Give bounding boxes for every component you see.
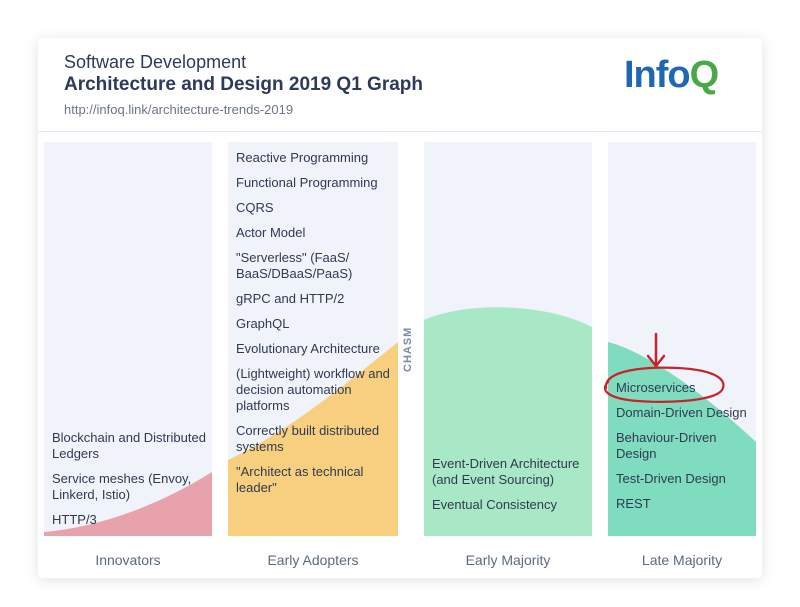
list-item: Reactive Programming bbox=[236, 150, 369, 165]
source-link[interactable]: http://infoq.link/architecture-trends-20… bbox=[64, 102, 294, 117]
list-item: "Serverless" (FaaS/ BaaS/DBaaS/PaaS) bbox=[236, 250, 353, 281]
list-item: Eventual Consistency bbox=[432, 497, 558, 512]
column-label-early-majority: Early Majority bbox=[465, 552, 551, 568]
chasm-label: CHASM bbox=[402, 326, 414, 372]
column-early-majority: Event-Driven Architecture (and Event Sou… bbox=[424, 142, 592, 536]
list-item: Correctly built distributed systems bbox=[236, 423, 380, 454]
annotation-circle-arrow bbox=[603, 332, 725, 403]
column-label-early-adopters: Early Adopters bbox=[267, 552, 359, 568]
graph-card: Software Development Architecture and De… bbox=[38, 38, 762, 578]
early-majority-items: Event-Driven Architecture (and Event Sou… bbox=[432, 456, 588, 522]
late-majority-items: Microservices Domain-Driven Design Behav… bbox=[616, 380, 752, 521]
column-label-late-majority: Late Majority bbox=[641, 552, 723, 568]
list-item: Evolutionary Architecture bbox=[236, 341, 380, 356]
logo-text-info: Info bbox=[624, 54, 691, 96]
subtitle: Software Development bbox=[64, 52, 247, 72]
innovators-items: Blockchain and Distributed Ledgers Servi… bbox=[52, 430, 208, 536]
list-item: Functional Programming bbox=[236, 175, 378, 190]
list-item: GraphQL bbox=[236, 316, 290, 331]
innovators-curve bbox=[44, 472, 212, 536]
list-item: Actor Model bbox=[236, 225, 306, 240]
list-item: Microservices bbox=[616, 380, 696, 395]
list-item: CQRS bbox=[236, 200, 274, 215]
list-item: HTTP/3 bbox=[52, 512, 97, 527]
graph-title: Architecture and Design 2019 Q1 Graph bbox=[64, 74, 424, 95]
early-adopters-curve bbox=[228, 342, 398, 536]
infoq-logo: InfoQ bbox=[624, 54, 720, 97]
column-innovators: Blockchain and Distributed Ledgers Servi… bbox=[44, 142, 212, 536]
list-item: REST bbox=[616, 496, 651, 511]
list-item: Domain-Driven Design bbox=[616, 405, 747, 420]
column-early-adopters: Reactive Programming Functional Programm… bbox=[228, 142, 398, 536]
column-late-majority: Microservices Domain-Driven Design Behav… bbox=[608, 142, 756, 536]
header: Software Development Architecture and De… bbox=[38, 38, 762, 132]
list-item: (Lightweight) workflow and decision auto… bbox=[236, 366, 390, 413]
list-item: Service meshes (Envoy, Linkerd, Istio) bbox=[52, 471, 192, 502]
early-adopters-items: Reactive Programming Functional Programm… bbox=[236, 150, 394, 505]
column-label-innovators: Innovators bbox=[95, 552, 161, 568]
list-item: "Architect as technical leader" bbox=[236, 464, 364, 495]
list-item: Event-Driven Architecture (and Event Sou… bbox=[432, 456, 580, 487]
list-item: gRPC and HTTP/2 bbox=[236, 291, 345, 306]
list-item: Test-Driven Design bbox=[616, 471, 726, 486]
list-item: Behaviour-Driven Design bbox=[616, 430, 717, 461]
early-majority-curve bbox=[424, 307, 592, 536]
list-item: Blockchain and Distributed Ledgers bbox=[52, 430, 206, 461]
late-majority-curve bbox=[608, 342, 756, 536]
logo-text-q: Q bbox=[689, 54, 720, 96]
